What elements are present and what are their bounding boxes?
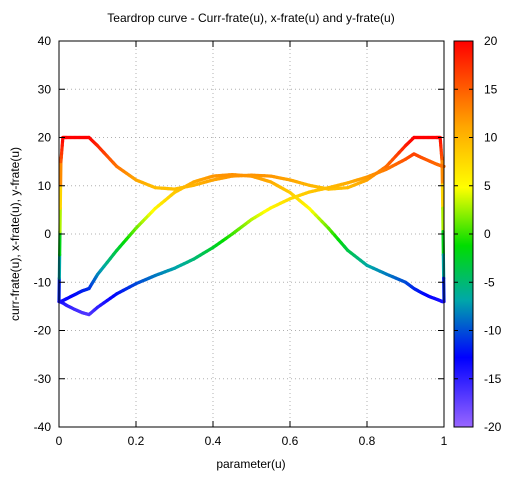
y-axis: -40 -30 -20 -10 0 10 20 30 40: [34, 34, 444, 434]
y-tick-label: 20: [38, 131, 52, 145]
y-axis-label: curr-frate(u), x-frate(u), y-frate(u): [8, 147, 22, 321]
y-tick-label: 40: [38, 34, 52, 48]
x-tick-label: 0.2: [128, 434, 145, 448]
y-tick-label: 30: [38, 82, 52, 96]
y-tick-label: 0: [44, 227, 51, 241]
colorbar-tick-label: 20: [484, 34, 498, 48]
y-tick-label: 10: [38, 179, 52, 193]
colorbar-axis: -20 -15 -10 -5 0 5 10 15 20: [454, 34, 502, 434]
y-tick-label: -20: [34, 324, 52, 338]
colorbar-tick-label: -10: [484, 324, 502, 338]
colorbar-tick-label: 0: [484, 227, 491, 241]
y-tick-label: -10: [34, 275, 52, 289]
x-tick-label: 1: [441, 434, 448, 448]
series-3: [57, 173, 446, 304]
x-tick-label: 0.4: [205, 434, 222, 448]
x-axis: 0 0.2 0.4 0.6 0.8 1: [56, 41, 448, 448]
grid: [59, 41, 444, 427]
colorbar-tick-label: 15: [484, 82, 498, 96]
x-tick-label: 0.8: [359, 434, 376, 448]
colorbar-tick-label: -20: [484, 420, 502, 434]
colorbar-tick-label: -5: [484, 275, 495, 289]
y-tick-label: -30: [34, 372, 52, 386]
x-tick-label: 0.6: [282, 434, 299, 448]
colorbar-tick-label: 5: [484, 179, 491, 193]
curves: [57, 135, 446, 317]
x-tick-label: 0: [56, 434, 63, 448]
x-axis-label: parameter(u): [216, 457, 285, 471]
colorbar-tick-label: 10: [484, 131, 498, 145]
y-tick-label: -40: [34, 420, 52, 434]
colorbar-tick-label: -15: [484, 372, 502, 386]
chart-title: Teardrop curve - Curr-frate(u), x-frate(…: [107, 11, 394, 25]
